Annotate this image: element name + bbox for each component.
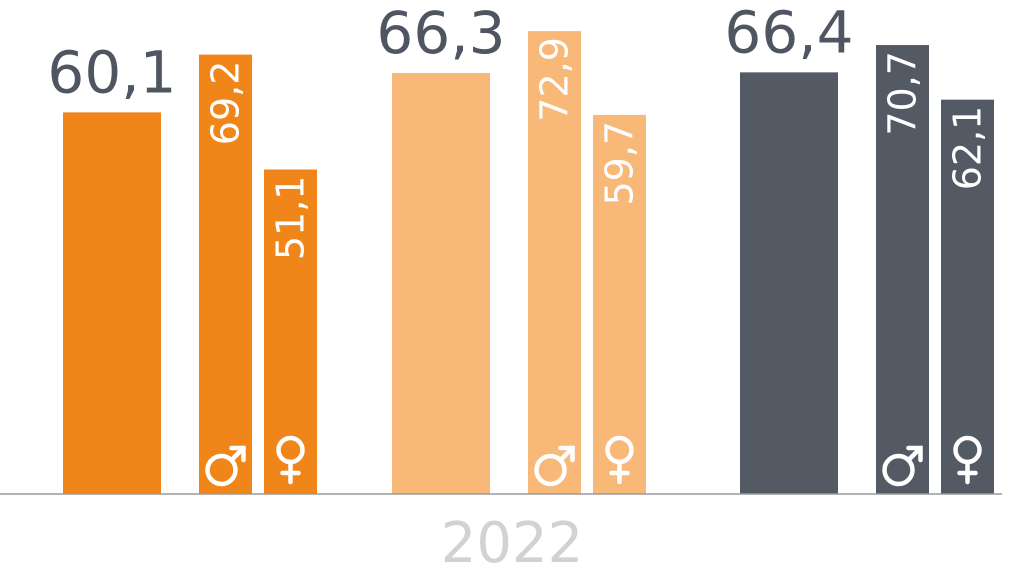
year-label: 2022 xyxy=(441,511,584,576)
female-value-label: 62,1 xyxy=(946,106,990,191)
total-bar xyxy=(392,72,490,495)
male-bar xyxy=(528,31,581,495)
male-value-label: 70,7 xyxy=(881,51,925,136)
female-value-label: 51,1 xyxy=(269,176,313,261)
total-value-label: 60,1 xyxy=(47,38,176,106)
total-value-label: 66,4 xyxy=(724,0,853,66)
total-value-label: 66,3 xyxy=(376,0,505,67)
male-symbol-icon xyxy=(882,445,923,487)
female-bar xyxy=(593,114,646,494)
male-value-label: 69,2 xyxy=(204,61,248,146)
female-bar xyxy=(941,99,994,494)
female-symbol-icon xyxy=(605,435,634,485)
total-bar xyxy=(740,72,838,495)
female-symbol-icon xyxy=(276,435,305,485)
male-value-label: 72,9 xyxy=(533,37,577,122)
male-bar xyxy=(199,54,252,495)
chart-bars: 60,1 69,2 51,1 66,3 72,9 59,7 66,4 70,7 62,1 xyxy=(47,0,994,495)
male-symbol-icon xyxy=(205,445,246,487)
total-bar xyxy=(63,112,161,495)
female-symbol-icon xyxy=(953,435,982,485)
male-bar xyxy=(876,45,929,495)
male-symbol-icon xyxy=(534,445,575,487)
female-value-label: 59,7 xyxy=(598,121,642,206)
